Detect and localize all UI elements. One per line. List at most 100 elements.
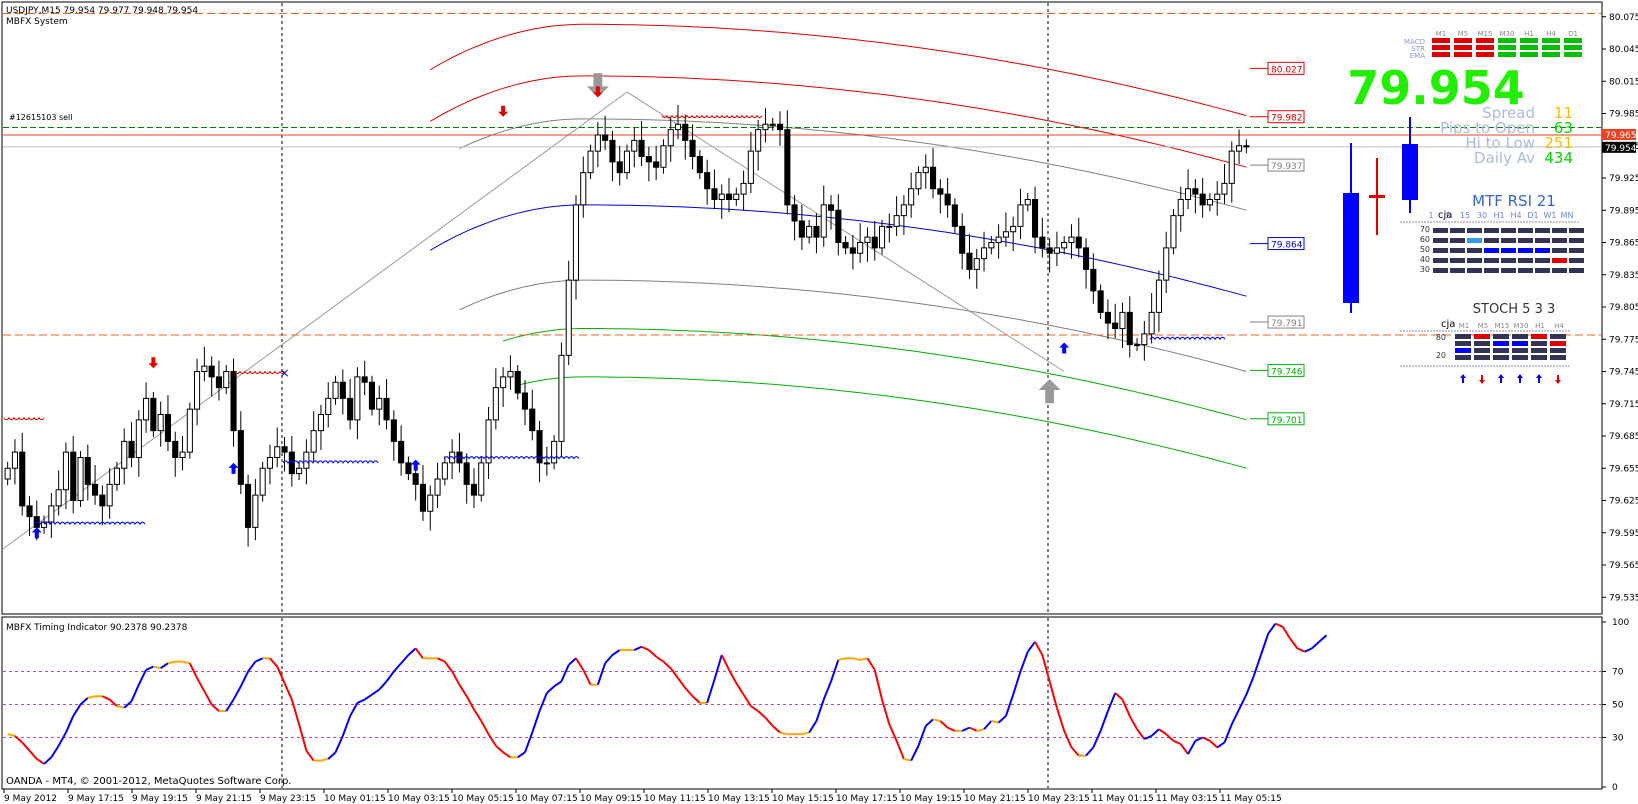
stoch-cell	[1550, 334, 1566, 339]
tf-header: M15	[1478, 30, 1493, 38]
osc-segment	[669, 667, 679, 679]
rsi-cell	[1552, 268, 1567, 273]
candle-body	[784, 129, 791, 206]
candle-body	[988, 242, 995, 249]
osc-segment	[538, 692, 548, 712]
tf-header: M30	[1500, 30, 1515, 38]
candle-body	[733, 193, 740, 200]
candle-body	[740, 182, 747, 195]
stoch-cell	[1455, 355, 1471, 360]
rsi-cell	[1535, 228, 1550, 233]
osc-segment	[1026, 641, 1036, 653]
horizontal-levels	[3, 13, 1601, 336]
stat-label: Pips to Open	[1440, 119, 1535, 137]
rsi-title: MTF RSI 21	[1472, 192, 1556, 210]
osc-segment	[1070, 746, 1080, 757]
osc-segment	[1121, 699, 1131, 717]
osc-segment	[36, 758, 45, 765]
osc-segment	[334, 735, 344, 753]
candle-body	[995, 236, 1002, 243]
signal-squiggle	[3, 416, 45, 421]
rsi-cell	[1450, 238, 1465, 243]
osc-segment	[364, 693, 373, 701]
rsi-cell	[1569, 258, 1584, 263]
matrix-cell	[1454, 52, 1472, 57]
stat-label: Spread	[1482, 104, 1535, 122]
osc-segment	[976, 728, 985, 732]
osc-segment	[65, 715, 75, 733]
stat-label: Daily Av	[1474, 149, 1535, 167]
osc-segment	[1209, 740, 1218, 749]
osc-segment	[298, 724, 308, 751]
rsi-tf-label: 30	[1477, 211, 1487, 220]
arrow-up-icon	[1517, 374, 1523, 383]
candle-body	[828, 204, 835, 211]
rsi-cell	[1552, 238, 1567, 243]
osc-segment	[815, 699, 825, 722]
candle-body	[667, 129, 674, 147]
osc-segment	[1187, 740, 1197, 755]
osc-segment	[444, 661, 453, 673]
band-tag-label: 80.027	[1271, 65, 1303, 75]
candle-body	[1155, 279, 1163, 313]
rsi-cell	[1518, 228, 1533, 233]
osc-segment	[153, 665, 161, 670]
osc-segment	[969, 726, 978, 732]
osc-segment	[983, 720, 993, 730]
candle-body	[303, 451, 310, 469]
osc-segment	[1114, 692, 1124, 701]
candle-body	[70, 451, 77, 501]
osc-segment	[458, 684, 468, 697]
osc-segment	[830, 659, 840, 682]
osc-segment	[866, 657, 876, 671]
osc-tick-label: 0	[1612, 783, 1618, 793]
osc-tick-label: 30	[1612, 734, 1624, 744]
osc-segment	[1128, 715, 1138, 730]
rsi-cell	[1552, 248, 1567, 253]
candle-body	[1061, 242, 1068, 249]
rsi-tf-label: MN	[1561, 211, 1574, 220]
candle-body	[922, 166, 929, 174]
osc-segment	[385, 670, 395, 682]
band-line-6	[517, 376, 1247, 469]
osc-segment	[480, 720, 490, 735]
stat-value: 251	[1544, 134, 1573, 152]
osc-segment	[1048, 681, 1058, 709]
rsi-cell	[1467, 238, 1482, 243]
candle-body	[704, 172, 711, 190]
osc-segment	[1304, 647, 1313, 653]
candle-body	[215, 376, 222, 389]
candle-body	[820, 204, 827, 238]
osc-segment	[1275, 622, 1284, 628]
candle-body	[237, 430, 244, 485]
candle-body	[616, 161, 623, 174]
osc-segment	[560, 664, 570, 682]
stoch-cell	[1531, 355, 1547, 360]
candle-body	[492, 387, 499, 421]
price-tick-label: 79.775	[1609, 335, 1638, 345]
signal-squiggle	[661, 114, 763, 119]
trend-line-up	[2, 91, 628, 550]
candle-body	[1024, 199, 1031, 206]
price-tick-label: 80.045	[1609, 45, 1638, 55]
candle-body	[4, 467, 11, 480]
rsi-tf-label: 5	[1445, 211, 1450, 220]
candle-body	[653, 161, 660, 168]
candle-body	[696, 156, 703, 174]
osc-segment	[79, 697, 89, 706]
candle-body	[769, 123, 776, 126]
candle-body	[551, 440, 558, 464]
osc-segment	[167, 660, 176, 665]
candle-body	[623, 150, 631, 174]
time-tick-label: 9 May 23:15	[260, 794, 316, 804]
band-tag-label: 79.791	[1271, 319, 1303, 329]
candle-body	[281, 446, 288, 453]
arrow-down-icon	[1555, 375, 1561, 384]
price-tick-label: 79.895	[1609, 206, 1638, 216]
stoch-tf-label: M1	[1459, 322, 1470, 330]
band-tag-label: 79.701	[1271, 416, 1303, 426]
candle-body	[514, 371, 521, 394]
rsi-tf-label: W1	[1544, 211, 1557, 220]
copyright-note: OANDA - MT4, © 2001-2012, MetaQuotes Sof…	[6, 776, 291, 787]
